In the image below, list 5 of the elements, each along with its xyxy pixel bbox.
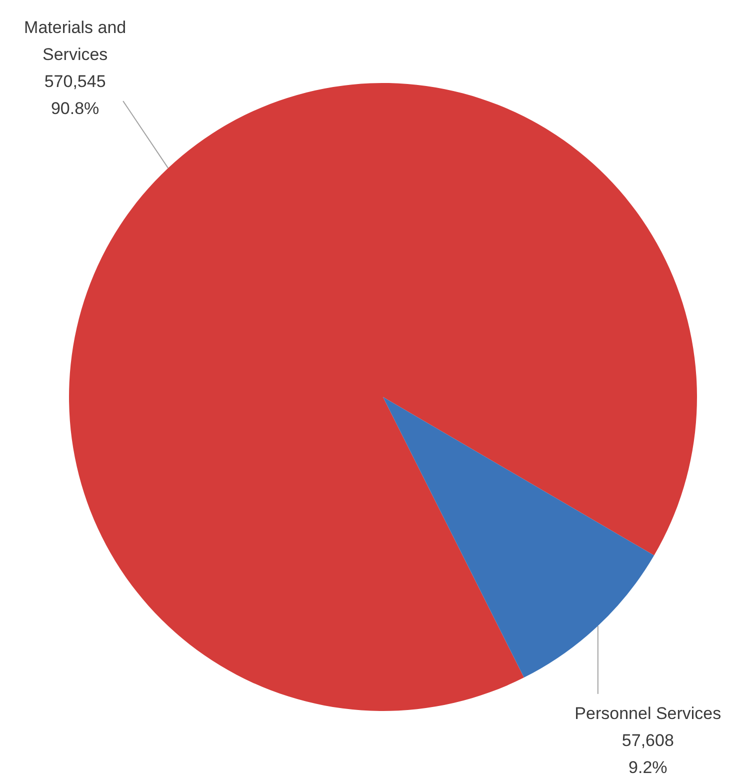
pie-slice bbox=[383, 397, 654, 678]
slice-label: Materials and Services bbox=[24, 18, 126, 64]
data-label: 57,608 9.2% bbox=[622, 730, 674, 777]
slice-label: Personnel Services bbox=[574, 704, 722, 723]
data-label: 570,545 90.8% bbox=[44, 72, 106, 118]
